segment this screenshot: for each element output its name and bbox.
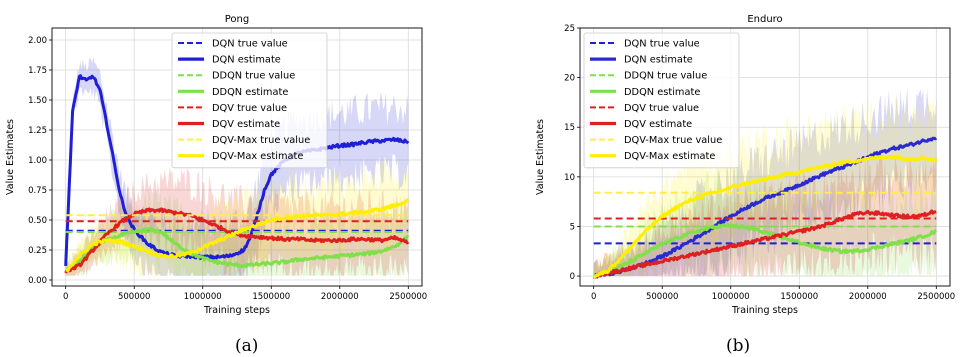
series-ddqn-estimate: [592, 223, 938, 278]
x-tick-label: 2500000: [917, 292, 955, 302]
x-tick-label: 1500000: [252, 292, 290, 302]
legend: DQN true value DQN estimate DDQN true valu…: [583, 32, 740, 169]
y-tick-label: 10: [564, 173, 575, 183]
y-axis-label: Value Estimates: [5, 119, 16, 195]
legend-entry: DQN estimate: [624, 55, 693, 66]
noise-band-dqn-estimate: [593, 86, 937, 276]
subfigure-label-a: (a): [235, 336, 259, 356]
y-axis-label: Value Estimates: [535, 119, 546, 195]
x-tick-label: 1000000: [712, 292, 750, 302]
x-axis-label: Training steps: [731, 305, 798, 316]
y-tick-label: 1.00: [28, 156, 47, 166]
axes-frame: [51, 27, 423, 287]
x-tick-label: 1000000: [184, 292, 222, 302]
legend-entry: DQV-Max true value: [624, 135, 722, 146]
legend-entry: DDQN estimate: [624, 87, 700, 98]
x-tick-label: 500000: [118, 292, 150, 302]
y-tick-label: 0.50: [28, 216, 47, 226]
legend-entry: DDQN true value: [212, 71, 295, 82]
series-dqn-estimate: [593, 136, 938, 279]
legend-entry: DQN true value: [624, 39, 700, 50]
y-tick-label: 0: [570, 272, 575, 282]
noise-band-dqv-max-estimate: [593, 97, 937, 276]
series-ddqn-estimate: [64, 227, 410, 273]
legend-entry: DDQN estimate: [212, 87, 288, 98]
legend-entry: DQV true value: [212, 103, 287, 114]
noise-band-dqv-estimate: [593, 153, 937, 276]
x-tick-label: 2500000: [389, 292, 427, 302]
chart-title: Pong: [225, 14, 249, 25]
legend-entry: DQV-Max estimate: [624, 151, 715, 162]
noise-band-dqn-estimate: [65, 56, 409, 276]
y-tick-label: 15: [564, 123, 575, 133]
y-tick-label: 20: [564, 74, 575, 84]
legend-entry: DQV true value: [624, 103, 699, 114]
legend-entry: DDQN true value: [624, 71, 707, 82]
x-tick-label: 2000000: [849, 292, 887, 302]
subfigure-label-b: (b): [726, 336, 751, 356]
axes-frame: [579, 27, 951, 287]
x-tick-label: 1500000: [780, 292, 818, 302]
legend-entry: DQV estimate: [624, 119, 692, 130]
legend-entry: DQV-Max estimate: [212, 151, 303, 162]
y-tick-label: 2.00: [28, 36, 47, 46]
x-tick-label: 2000000: [321, 292, 359, 302]
legend: DQN true value DQN estimate DDQN true valu…: [171, 32, 328, 169]
chart-pong: 0 500000 1000000 1500000 2000000 2500000 0.00 0…: [5, 14, 427, 316]
legend-box: [171, 32, 328, 169]
series-dqv-max-estimate: [592, 154, 938, 279]
x-tick-label: 500000: [646, 292, 678, 302]
legend-entry: DQN true value: [212, 39, 288, 50]
series-dqn-estimate: [64, 74, 410, 266]
legend-entry: DQV-Max true value: [212, 135, 310, 146]
legend-entry: DQN estimate: [212, 55, 281, 66]
plot-area: [64, 56, 410, 276]
y-tick-label: 0.25: [28, 246, 47, 256]
chart-title: Enduro: [747, 14, 782, 25]
plot-area: [592, 86, 938, 279]
y-tick-label: 25: [564, 24, 575, 34]
legend-entry: DQV estimate: [212, 119, 280, 130]
y-tick-label: 5: [570, 222, 575, 232]
x-tick-label: 0: [63, 292, 68, 302]
y-tick-label: 1.25: [28, 126, 47, 136]
chart-enduro: 0 500000 1000000 1500000 2000000 2500000 0 5 10 1…: [535, 14, 955, 316]
y-tick-label: 0.75: [28, 186, 47, 196]
series-dqv-estimate: [593, 209, 937, 279]
x-axis-label: Training steps: [203, 305, 270, 316]
x-tick-label: 0: [591, 292, 596, 302]
y-tick-label: 1.75: [28, 66, 47, 76]
series-dqv-max-estimate: [65, 198, 409, 272]
legend-box: [583, 32, 740, 169]
y-tick-label: 0.00: [28, 276, 47, 286]
y-tick-label: 1.50: [28, 96, 47, 106]
